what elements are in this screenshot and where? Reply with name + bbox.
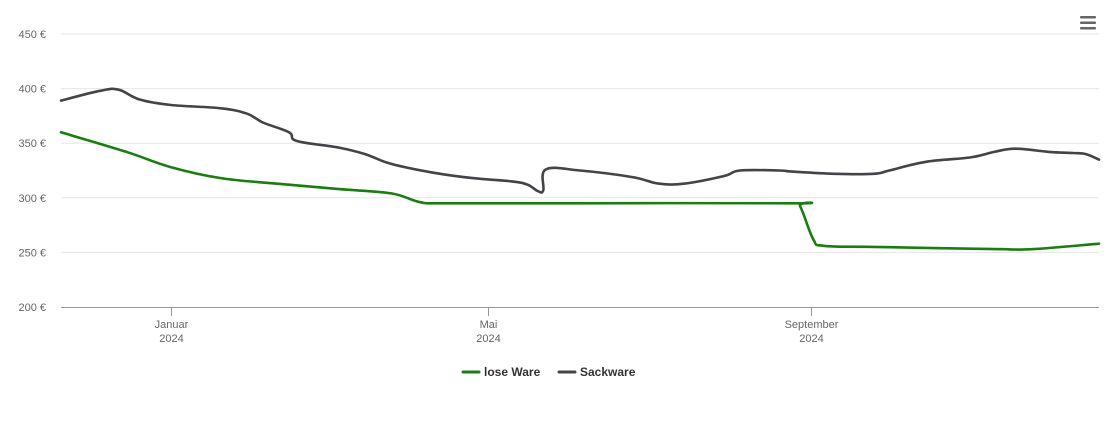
x-tick-year-label: 2024 [476, 333, 500, 345]
y-tick-label: 200 € [18, 302, 46, 314]
hamburger-menu-icon[interactable] [1080, 16, 1096, 30]
series-line-lose-ware[interactable] [59, 131, 1101, 251]
chart-menu-button[interactable] [1076, 14, 1100, 32]
legend: lose Ware Sackware [461, 365, 636, 379]
x-tick-label: Januar [155, 319, 189, 331]
x-tick-label: September [785, 319, 839, 331]
legend-label: Sackware [580, 365, 636, 379]
y-tick-label: 400 € [18, 84, 46, 96]
y-tick-label: 450 € [18, 29, 46, 41]
series-line-sackware[interactable] [59, 87, 1101, 194]
series-lines [59, 87, 1101, 251]
legend-item-sackware[interactable]: Sackware [557, 365, 636, 379]
legend-item-lose-ware[interactable]: lose Ware [461, 365, 541, 379]
y-tick-label: 250 € [18, 247, 46, 259]
y-tick-label: 350 € [18, 138, 46, 150]
axes: 200 € 250 € 300 € 350 € 400 € 450 € Januar 2024… [18, 29, 1099, 345]
x-tick-label: Mai [480, 319, 498, 331]
legend-label: lose Ware [484, 365, 541, 379]
x-tick-year-label: 2024 [799, 333, 823, 345]
x-tick-year-label: 2024 [159, 333, 183, 345]
y-tick-label: 300 € [18, 193, 46, 205]
grid-lines [61, 33, 1099, 253]
